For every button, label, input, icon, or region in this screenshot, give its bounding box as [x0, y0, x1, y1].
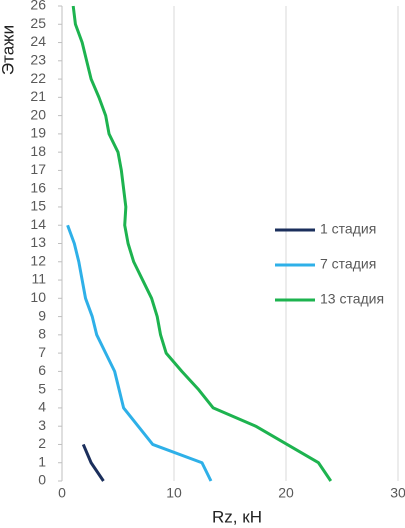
y-tick-label: 7 — [38, 344, 46, 360]
y-tick-label: 20 — [30, 106, 46, 122]
y-tick-label: 13 — [30, 234, 46, 250]
y-tick-label: 5 — [38, 380, 46, 396]
y-tick-label: 0 — [38, 472, 46, 488]
y-tick-label: 6 — [38, 362, 46, 378]
x-tick-label: 0 — [58, 485, 66, 501]
y-tick-label: 16 — [30, 179, 46, 195]
y-tick-label: 15 — [30, 198, 46, 214]
x-axis-title: Rz, кН — [212, 507, 262, 526]
series-line — [66, 224, 213, 482]
y-tick-label: 2 — [38, 435, 46, 451]
legend-label: 1 стадия — [320, 221, 376, 237]
y-tick-label: 8 — [38, 326, 46, 342]
y-tick-label: 23 — [30, 52, 46, 68]
legend-label: 7 стадия — [320, 256, 376, 272]
y-tick-label: 21 — [30, 88, 46, 104]
y-tick-label: 26 — [30, 0, 46, 13]
y-tick-label: 24 — [30, 33, 46, 49]
y-tick-label: 12 — [30, 252, 46, 268]
legend-label: 13 стадия — [320, 291, 384, 307]
y-tick-label: 1 — [38, 453, 46, 469]
y-tick-label: 3 — [38, 417, 46, 433]
x-tick-label: 20 — [278, 485, 294, 501]
y-tick-label: 10 — [30, 289, 46, 305]
y-tick-label: 19 — [30, 125, 46, 141]
y-tick-label: 22 — [30, 70, 46, 86]
y-tick-label: 11 — [31, 271, 46, 287]
y-tick-label: 18 — [30, 143, 46, 159]
y-axis-title: Этажи — [0, 25, 17, 75]
y-tick-label: 9 — [38, 307, 46, 323]
y-tick-label: 17 — [30, 161, 46, 177]
y-tick-label: 25 — [30, 15, 46, 31]
y-tick-label: 4 — [38, 399, 46, 415]
x-tick-label: 30 — [390, 485, 405, 501]
x-tick-label: 10 — [166, 485, 182, 501]
series-line — [81, 443, 105, 482]
series-line — [71, 5, 333, 482]
y-tick-label: 14 — [30, 216, 46, 232]
